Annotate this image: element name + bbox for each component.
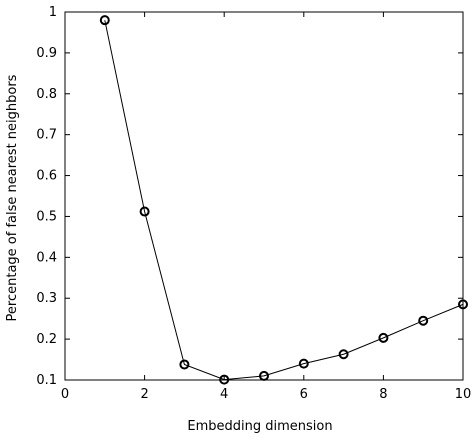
data-point-0-7 [378, 332, 389, 343]
x-axis-title: Embedding dimension [187, 419, 332, 434]
series-line-0 [104, 20, 464, 381]
x-tick-label-1: 2 [140, 387, 148, 402]
x-tick-label-0: 0 [61, 387, 69, 402]
data-point-0-8 [418, 315, 429, 326]
data-point-0-3 [219, 374, 230, 385]
plot-area: 0 2 4 6 8 10 0.1 0.2 0.3 0.4 0.5 0.6 0.7 0.8 0.9 1 [36, 5, 471, 402]
x-tick-label-4: 8 [379, 387, 387, 402]
data-point-0-1 [139, 206, 150, 217]
y-tick-label-5: 0.6 [36, 169, 57, 184]
data-point-0-5 [298, 358, 309, 369]
plot-frame [64, 11, 464, 381]
y-tick-label-4: 0.5 [36, 209, 57, 224]
y-tick-label-9: 1 [49, 5, 57, 20]
data-point-0-2 [179, 359, 190, 370]
y-tick-label-6: 0.7 [36, 128, 57, 143]
x-tick-label-3: 6 [300, 387, 308, 402]
data-point-0-0 [99, 15, 110, 26]
y-axis-title: Percentage of false nearest neighbors [5, 74, 20, 321]
data-point-0-6 [338, 349, 349, 360]
y-tick-label-8: 0.9 [36, 46, 57, 61]
x-tick-label-5: 10 [455, 387, 472, 402]
data-point-0-4 [259, 370, 269, 381]
y-tick-label-7: 0.8 [36, 87, 57, 102]
data-point-0-9 [458, 299, 468, 310]
y-tick-label-0: 0.1 [36, 373, 57, 388]
y-tick-label-1: 0.2 [36, 332, 57, 347]
y-tick-label-3: 0.4 [36, 250, 57, 265]
y-tick-label-2: 0.3 [36, 291, 57, 306]
x-tick-label-2: 4 [220, 387, 228, 402]
